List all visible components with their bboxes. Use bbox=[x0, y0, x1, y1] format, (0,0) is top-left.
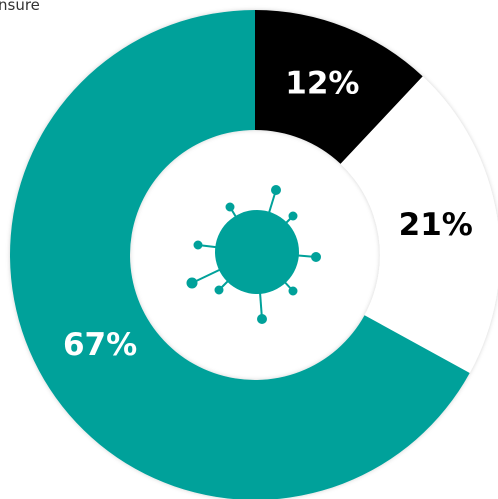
data-label: 12% bbox=[285, 65, 359, 101]
slices bbox=[10, 10, 498, 499]
donut-slice bbox=[255, 10, 423, 164]
data-label: 67% bbox=[63, 327, 137, 363]
legend-text: nsure bbox=[0, 0, 40, 14]
virus-icon bbox=[186, 185, 321, 324]
donut-slice bbox=[10, 10, 470, 499]
donut-slice bbox=[340, 76, 498, 374]
data-label: 21% bbox=[399, 207, 473, 243]
